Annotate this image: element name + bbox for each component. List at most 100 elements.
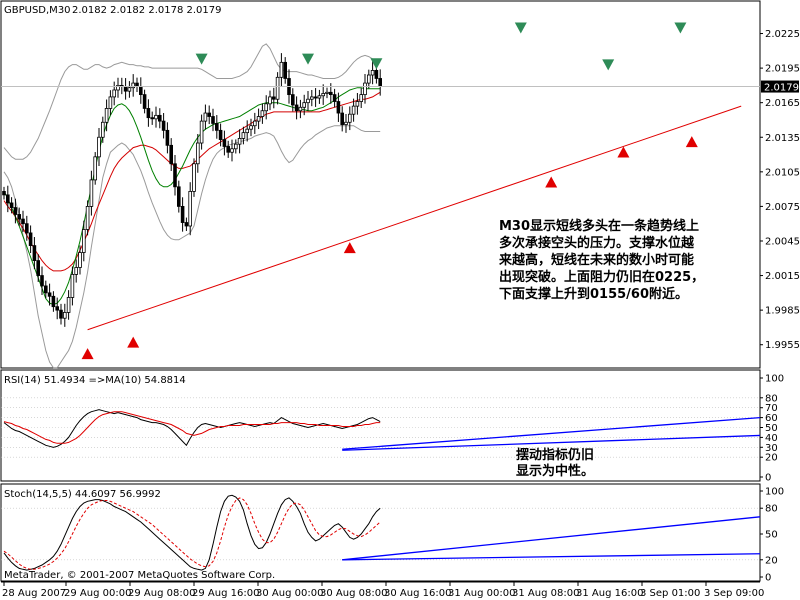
- candle: [192, 158, 196, 197]
- candle: [157, 108, 162, 129]
- main-ytick-label-5: 2.0075: [765, 202, 800, 213]
- rsi-ytick-label-7: 20: [765, 453, 778, 464]
- down-arrow-icon: [674, 22, 687, 34]
- rsi-ytick-label-1: 80: [765, 393, 778, 404]
- rsi-ytick-label-3: 60: [765, 413, 778, 424]
- up-arrow-icon: [617, 146, 630, 158]
- candle: [195, 134, 200, 173]
- up-arrow-icon: [81, 348, 94, 360]
- candle: [36, 254, 40, 282]
- candle: [59, 303, 63, 325]
- candle: [306, 90, 310, 111]
- main-price-panel: GBPUSD,M30 2.0182 2.0182 2.0178 2.0179 M…: [0, 0, 761, 369]
- x-tick-label-10: 3 Sep 01:00: [640, 588, 700, 599]
- stoch-ytick-label-3: 20: [765, 555, 778, 566]
- candle: [370, 61, 375, 85]
- current-price-value: 2.0179: [764, 83, 799, 94]
- stoch-label: Stoch(14,5,5) 44.6097 56.9992: [4, 489, 161, 500]
- x-tick-label-1: 29 Aug 00:00: [64, 588, 131, 599]
- candle: [131, 74, 136, 97]
- candle: [28, 225, 33, 254]
- candle: [283, 57, 287, 84]
- candle: [55, 297, 59, 320]
- candle: [366, 69, 371, 89]
- ohlc-values: 2.0182 2.0182 2.0178 2.0179: [72, 5, 222, 16]
- candle: [78, 245, 82, 275]
- main-ytick-label-7: 2.0015: [765, 271, 800, 282]
- x-tick-label-9: 31 Aug 16:00: [576, 588, 643, 599]
- candle: [116, 77, 120, 98]
- current-price-tag: 2.0179: [761, 80, 799, 94]
- candle: [325, 87, 329, 99]
- candle: [218, 123, 223, 147]
- series-lower-band: [3, 125, 381, 369]
- candle: [101, 116, 105, 143]
- rsi-ytick-label-4: 50: [765, 423, 778, 434]
- candle: [9, 197, 14, 214]
- price-axes: 2.0225 2.0195 2.0165 2.0135 2.0105 2.0075 2.00…: [760, 29, 800, 584]
- candle: [199, 114, 204, 150]
- candle: [268, 90, 272, 111]
- series-upper-band: [3, 43, 381, 160]
- candle: [17, 207, 21, 226]
- rsi-ytick-label-6: 30: [765, 443, 778, 454]
- x-tick-label-0: 28 Aug 2007: [2, 588, 66, 599]
- candle: [176, 180, 181, 213]
- candle: [173, 155, 177, 196]
- stoch-ytick-label-1: 80: [765, 504, 778, 515]
- candle: [252, 112, 257, 134]
- candle: [336, 92, 341, 122]
- candle: [233, 139, 238, 154]
- candle: [279, 53, 284, 87]
- x-tick-label-2: 29 Aug 08:00: [128, 588, 195, 599]
- candle: [302, 94, 306, 116]
- candle: [214, 115, 219, 139]
- x-tick-label-11: 3 Sep 09:00: [704, 588, 764, 599]
- up-arrow-icon: [127, 336, 140, 348]
- candle: [344, 113, 348, 133]
- annotation-line-4: 下面支撑上升到0155/60附近。: [499, 286, 688, 302]
- candle: [226, 140, 231, 158]
- annotation-line-2: 来越高，短线在未来的数小时可能: [498, 252, 694, 268]
- x-tick-label-7: 31 Aug 00:00: [448, 588, 515, 599]
- candle: [66, 290, 71, 320]
- candle: [271, 87, 276, 109]
- rsi-series-ma: [3, 411, 381, 444]
- rsi-label: RSI(14) 51.4934 =>MA(10) 54.8814: [4, 375, 186, 386]
- candle: [363, 74, 367, 104]
- candle: [222, 130, 227, 156]
- candle: [211, 108, 215, 132]
- candle: [47, 283, 52, 306]
- down-arrow-icon: [302, 53, 314, 65]
- candle: [180, 197, 185, 232]
- annotation-line-0: M30显示短线多头在一条趋势线上: [499, 218, 699, 234]
- down-arrow-icon: [602, 59, 615, 71]
- candle: [161, 113, 166, 139]
- candle: [112, 81, 117, 106]
- down-arrow-icon: [195, 53, 208, 65]
- main-ytick-label-3: 2.0135: [765, 133, 800, 144]
- annotation-line-1: 多次承接空头的压力。支撑水位越: [499, 235, 695, 251]
- main-ytick-label-0: 2.0225: [765, 29, 800, 40]
- candle: [332, 88, 337, 108]
- candle: [70, 266, 75, 306]
- candle: [275, 72, 280, 105]
- main-ytick-label-2: 2.0165: [765, 98, 800, 109]
- candle: [74, 259, 79, 283]
- main-ytick-label-9: 1.9955: [765, 340, 800, 351]
- x-tick-label-5: 30 Aug 08:00: [320, 588, 387, 599]
- candle: [249, 118, 253, 137]
- rsi-ytick-label-8: 0: [765, 473, 771, 484]
- support-trendline: [87, 105, 742, 331]
- candle: [85, 200, 90, 236]
- candle: [82, 220, 86, 262]
- x-tick-label-6: 30 Aug 16:00: [384, 588, 451, 599]
- candle: [32, 237, 37, 270]
- candle: [44, 280, 48, 299]
- stoch-trendline-0: [342, 516, 761, 561]
- rsi-ytick-label-0: 100: [765, 374, 784, 385]
- candle: [154, 106, 158, 128]
- rsi-trendline-1: [342, 434, 761, 451]
